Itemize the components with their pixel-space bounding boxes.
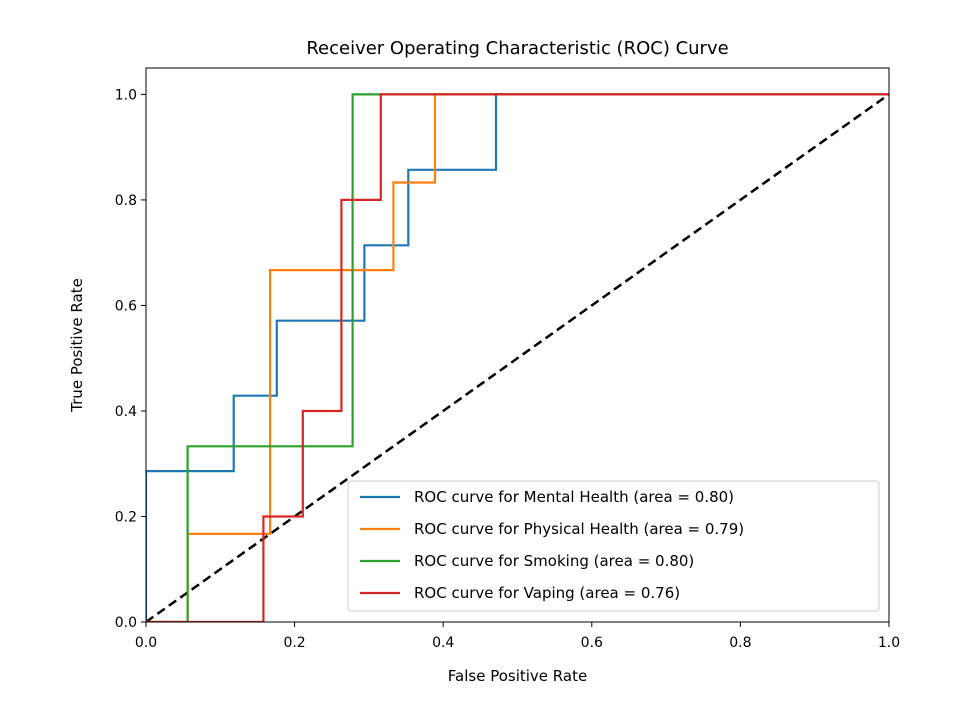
y-tick-label: 0.8 <box>115 193 137 209</box>
plot-area <box>145 67 890 623</box>
y-tick-label: 0.0 <box>115 615 137 631</box>
plot-frame <box>145 67 890 623</box>
x-tick-label: 1.0 <box>878 635 900 651</box>
x-axis: 0.0 0.2 0.4 0.6 0.8 1.0 <box>135 622 900 651</box>
y-axis-label: True Positive Rate <box>68 278 86 413</box>
y-tick-label: 0.6 <box>115 298 137 314</box>
y-axis: 0.0 0.2 0.4 0.6 0.8 1.0 <box>115 87 146 631</box>
x-tick-label: 0.6 <box>581 635 603 651</box>
legend-label: ROC curve for Mental Health (area = 0.80… <box>414 488 734 506</box>
x-tick-label: 0.4 <box>432 635 454 651</box>
legend-box <box>347 480 880 612</box>
x-tick-label: 0.8 <box>729 635 751 651</box>
y-tick-label: 1.0 <box>115 87 137 103</box>
legend-label: ROC curve for Physical Health (area = 0.… <box>414 520 744 538</box>
series-line-3 <box>146 93 889 622</box>
chart-title: Receiver Operating Characteristic (ROC) … <box>306 38 728 59</box>
y-tick-label: 0.2 <box>115 509 137 525</box>
x-tick-label: 0.2 <box>283 635 305 651</box>
x-tick-label: 0.0 <box>135 635 157 651</box>
y-tick-label: 0.4 <box>115 404 137 420</box>
legend-label: ROC curve for Vaping (area = 0.76) <box>414 584 680 602</box>
x-axis-label: False Positive Rate <box>448 667 587 685</box>
legend: ROC curve for Mental Health (area = 0.80… <box>347 480 880 612</box>
series-line-0 <box>146 93 889 622</box>
legend-label: ROC curve for Smoking (area = 0.80) <box>414 552 694 570</box>
chance-diagonal-line <box>146 93 889 622</box>
